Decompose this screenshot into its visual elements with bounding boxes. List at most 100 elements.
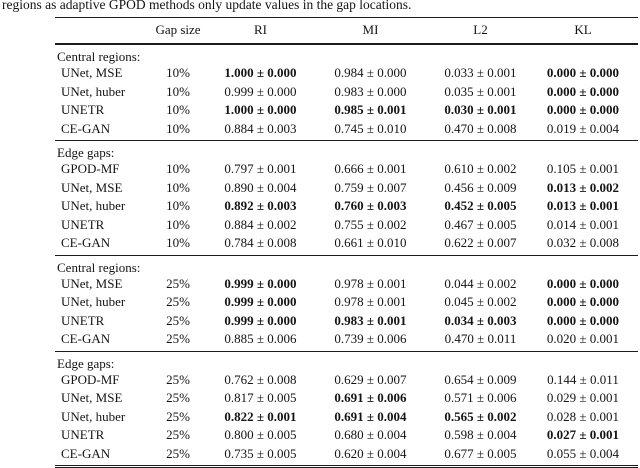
gap-size-cell: 25% [166,427,190,442]
gap-size-cell: 10% [166,216,190,232]
table-row: CE-GAN 10% 0.784 ± 0.008 0.661 ± 0.010 0.622… [55,234,638,255]
value-cell: 0.027 ± 0.001 [546,427,620,442]
header-method [55,17,143,45]
table-row: CE-GAN 10% 0.884 ± 0.003 0.745 ± 0.010 0.470… [55,120,638,141]
method-cell: UNet, MSE [61,179,123,195]
value-cell: 0.800 ± 0.005 [224,427,297,442]
value-cell: 0.000 ± 0.000 [546,102,620,117]
method-cell: CE-GAN [61,235,111,250]
table-row: UNet, MSE 25% 0.999 ± 0.000 0.978 ± 0.001 0.… [55,275,638,294]
value-cell: 0.000 ± 0.000 [546,312,620,328]
value-cell: 0.144 ± 0.011 [547,371,619,387]
value-cell: 0.034 ± 0.003 [444,312,517,328]
value-cell: 0.610 ± 0.002 [444,161,517,176]
value-cell: 0.033 ± 0.001 [444,65,517,80]
table-row: UNETR 10% 0.884 ± 0.002 0.755 ± 0.002 0.467 … [55,216,638,235]
header-mi: MI [308,17,433,45]
table-row: UNETR 10% 1.000 ± 0.000 0.985 ± 0.001 0.030 … [55,101,638,120]
value-cell: 0.565 ± 0.002 [444,408,517,424]
value-cell: 0.985 ± 0.001 [334,102,407,117]
value-cell: 0.035 ± 0.001 [444,83,517,99]
method-cell: UNet, MSE [61,275,123,291]
table-section: Central regions: UNet, MSE 10% 1.000 ± 0.00… [55,44,638,141]
method-cell: UNet, huber [61,83,126,99]
value-cell: 0.452 ± 0.005 [444,198,517,213]
value-cell: 0.629 ± 0.007 [334,371,407,387]
section-label-row: Central regions: [55,44,638,64]
method-cell: UNETR [61,102,105,117]
value-cell: 0.470 ± 0.011 [444,331,517,346]
value-cell: 0.105 ± 0.001 [546,161,620,176]
header-row: Gap size RI MI L2 KL [55,17,638,45]
table-row: CE-GAN 25% 0.885 ± 0.006 0.739 ± 0.006 0.470… [55,330,638,351]
results-table: Gap size RI MI L2 KL Central regions: UNe… [55,17,638,468]
table-section: Edge gaps: GPOD-MF 10% 0.797 ± 0.001 0.666 ±… [55,140,638,256]
value-cell: 0.045 ± 0.002 [444,294,517,309]
gap-size-cell: 10% [166,198,190,213]
method-cell: GPOD-MF [61,371,120,387]
value-cell: 0.760 ± 0.003 [334,198,407,213]
method-cell: UNet, huber [61,408,126,424]
gap-size-cell: 10% [166,161,190,176]
value-cell: 0.044 ± 0.002 [444,275,517,291]
value-cell: 0.598 ± 0.004 [444,427,517,442]
value-cell: 0.020 ± 0.001 [546,331,620,346]
value-cell: 0.784 ± 0.008 [224,235,297,250]
value-cell: 0.000 ± 0.000 [546,294,620,309]
gap-size-cell: 25% [166,331,190,346]
value-cell: 0.000 ± 0.000 [546,275,620,291]
value-cell: 0.654 ± 0.009 [444,371,517,387]
value-cell: 0.999 ± 0.000 [224,275,297,291]
value-cell: 0.762 ± 0.008 [224,371,297,387]
value-cell: 0.620 ± 0.004 [334,445,407,461]
gap-size-cell: 25% [166,312,190,328]
value-cell: 0.691 ± 0.006 [334,390,407,405]
value-cell: 0.661 ± 0.010 [334,235,407,250]
results-table-container: Gap size RI MI L2 KL Central regions: UNe… [55,17,638,468]
value-cell: 0.890 ± 0.004 [224,179,297,195]
table-row: UNet, MSE 10% 1.000 ± 0.000 0.984 ± 0.000 0.… [55,64,638,83]
value-cell: 1.000 ± 0.000 [224,65,297,80]
header-ri: RI [213,17,308,45]
gap-size-cell: 10% [166,235,190,250]
value-cell: 0.978 ± 0.001 [334,275,407,291]
value-cell: 0.032 ± 0.008 [546,235,620,250]
value-cell: 0.978 ± 0.001 [334,294,407,309]
gap-size-cell: 25% [166,371,190,387]
value-cell: 0.983 ± 0.001 [334,312,407,328]
method-cell: UNet, huber [61,294,126,309]
method-cell: UNet, huber [61,198,126,213]
value-cell: 0.013 ± 0.002 [546,179,620,195]
value-cell: 0.013 ± 0.001 [546,198,620,213]
value-cell: 0.884 ± 0.003 [224,120,297,136]
header-gap-size: Gap size [143,17,213,45]
section-label: Central regions: [57,49,141,64]
value-cell: 0.885 ± 0.006 [224,331,297,346]
value-cell: 0.691 ± 0.004 [334,408,407,424]
gap-size-cell: 25% [166,275,190,291]
section-label: Edge gaps: [57,145,115,160]
value-cell: 0.680 ± 0.004 [334,427,407,442]
table-row: UNet, huber 25% 0.822 ± 0.001 0.691 ± 0.004… [55,408,638,427]
value-cell: 0.028 ± 0.001 [546,408,620,424]
gap-size-cell: 25% [166,294,190,309]
value-cell: 0.000 ± 0.000 [546,65,620,80]
table-row: UNETR 25% 0.999 ± 0.000 0.983 ± 0.001 0.034 … [55,312,638,331]
section-label-row: Edge gaps: [55,141,638,161]
header-l2: L2 [433,17,528,45]
value-cell: 0.797 ± 0.001 [224,161,297,176]
method-cell: UNet, MSE [61,65,123,80]
value-cell: 0.999 ± 0.000 [224,83,297,99]
value-cell: 0.029 ± 0.001 [546,390,620,405]
value-cell: 0.892 ± 0.003 [224,198,297,213]
value-cell: 0.983 ± 0.000 [334,83,407,99]
gap-size-cell: 25% [166,445,190,461]
table-section: Central regions: UNet, MSE 25% 0.999 ± 0.00… [55,255,638,351]
section-label-row: Central regions: [55,255,638,275]
gap-size-cell: 10% [166,120,190,136]
value-cell: 0.745 ± 0.010 [334,120,407,136]
gap-size-cell: 25% [166,408,190,424]
value-cell: 0.884 ± 0.002 [224,216,297,232]
gap-size-cell: 10% [166,179,190,195]
header-kl: KL [528,17,638,45]
